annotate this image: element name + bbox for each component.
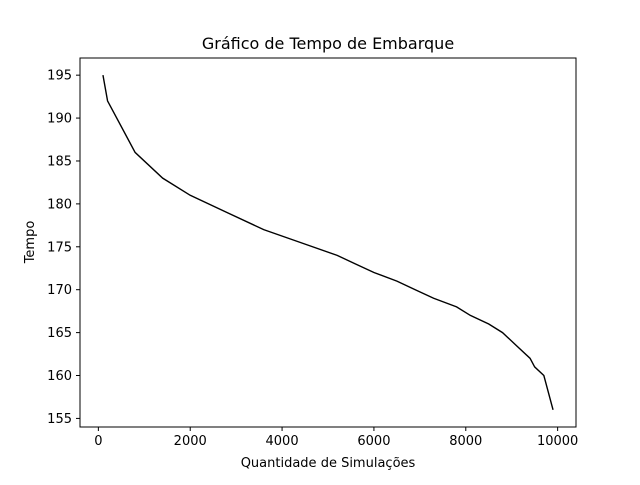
y-tick-label: 155 [47, 412, 72, 427]
series-line [102, 75, 554, 411]
y-tick-label: 175 [47, 240, 72, 255]
x-tick-label: 10000 [537, 434, 578, 449]
x-tick-label: 6000 [357, 434, 390, 449]
y-tick-label: 190 [47, 112, 72, 127]
x-axis-label: Quantidade de Simulações [241, 456, 416, 471]
y-tick-label: 160 [47, 369, 72, 384]
y-tick-label: 185 [47, 154, 72, 169]
x-tick-label: 0 [94, 434, 102, 449]
y-tick-label: 180 [47, 197, 72, 212]
y-tick-label: 195 [47, 69, 72, 84]
chart-title: Gráfico de Tempo de Embarque [202, 34, 454, 53]
plot-area [79, 57, 577, 428]
y-tick-label: 170 [47, 283, 72, 298]
y-axis-ticks: 155 160 165 170 175 180 185 190 195 [47, 69, 80, 427]
y-axis-label: Tempo [23, 221, 38, 265]
x-tick-label: 4000 [266, 434, 299, 449]
x-axis-ticks: 0 2000 4000 6000 8000 10000 [94, 427, 578, 449]
y-tick-label: 165 [47, 326, 72, 341]
x-tick-label: 2000 [174, 434, 207, 449]
x-tick-label: 8000 [449, 434, 482, 449]
